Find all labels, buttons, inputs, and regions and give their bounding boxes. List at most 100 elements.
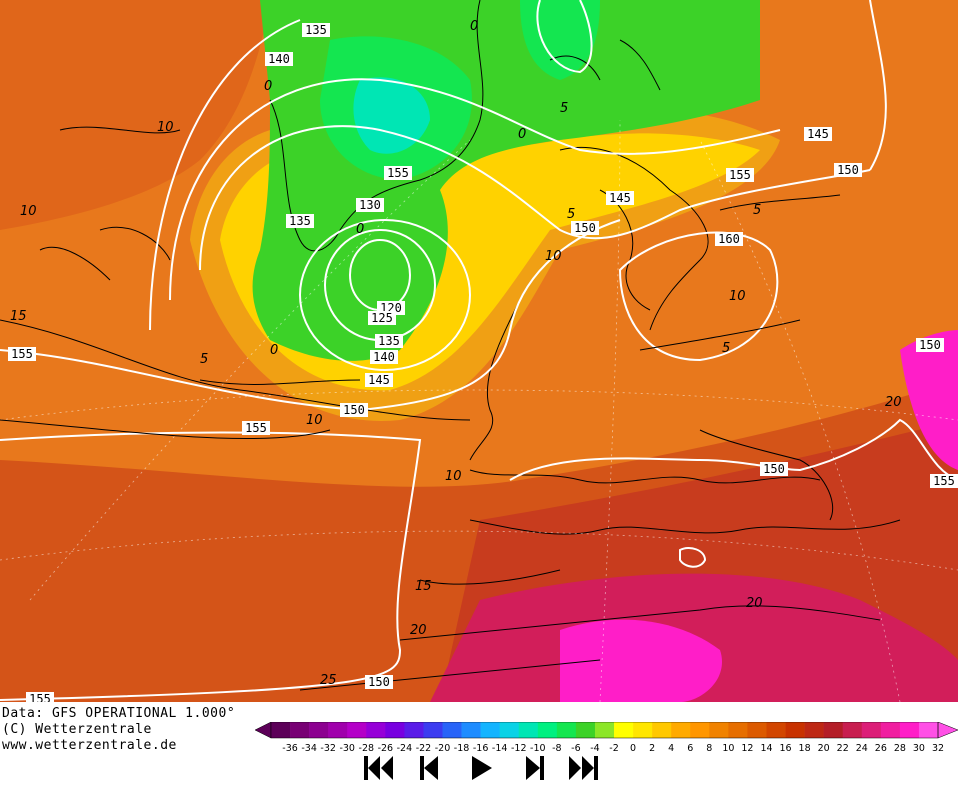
colorbar-tick-label: 28 [894,743,906,754]
temperature-label: 5 [722,341,730,356]
svg-text:150: 150 [919,338,941,352]
colorbar-tick-label: 0 [630,743,636,754]
height-label: 140 [265,52,293,66]
temperature-label: 10 [306,413,323,428]
colorbar-tick-label: 30 [913,743,925,754]
colorbar-cell [766,722,786,738]
height-label: 150 [365,675,393,689]
colorbar-cell [690,722,710,738]
colorbar-tick-label: -4 [590,743,599,754]
colorbar-cell [918,722,939,738]
temperature-label: 0 [264,79,272,94]
colorbar-tick-label: -16 [473,743,489,754]
first-frame-button[interactable] [362,752,396,784]
previous-frame-button[interactable] [418,752,442,784]
colorbar-max-arrow [937,722,958,739]
svg-text:140: 140 [268,52,290,66]
svg-text:145: 145 [609,191,631,205]
colorbar-cell [385,722,405,738]
colorbar-tick-label: -24 [397,743,413,754]
colorbar-cell [290,722,310,738]
height-label: 135 [375,334,403,348]
height-label: 150 [760,462,788,476]
colorbar-tick-label: 20 [818,743,830,754]
play-button[interactable] [468,752,494,784]
colorbar-tick-label: -12 [511,743,527,754]
height-label: 155 [242,421,270,435]
height-label: 135 [286,214,314,228]
colorbar-tick-label: -36 [282,743,298,754]
svg-text:135: 135 [305,23,327,37]
next-frame-button[interactable] [522,752,546,784]
weather-map: 1351401351301201251351401451501551551451… [0,0,958,702]
temperature-label: 5 [753,203,761,218]
height-contours [0,0,958,701]
colorbar-tick-label: 32 [932,743,944,754]
temperature-contours [0,126,881,691]
temperature-label: 0 [270,343,278,358]
svg-text:155: 155 [729,168,751,182]
skip-forward-icon [569,756,598,780]
colorbar-tick-label: 22 [837,743,849,754]
height-label: 150 [571,221,599,235]
colorbar-cell [271,722,291,738]
temperature-label: 10 [20,204,37,219]
colorbar-min-arrow [255,722,272,739]
colorbar-tick-label: -10 [530,743,546,754]
extreme-heat-east [900,330,958,470]
temperature-colorbar: -36 -34 -32 -30 -28 -26 -24 -22 -20 -18 -16 -14 -12-… [255,722,958,754]
colorbar-cell [823,722,844,738]
last-frame-button[interactable] [566,752,600,784]
colorbar-tick-label: -2 [609,743,618,754]
colorbar-tick-label: 2 [649,743,655,754]
height-label: 145 [606,191,634,205]
colorbar-tick-label: 8 [706,743,712,754]
svg-text:155: 155 [933,474,955,488]
cold-pocket-north [520,0,600,80]
svg-text:135: 135 [378,334,400,348]
colorbar-cell [671,722,691,738]
temperature-label: 0 [518,127,526,142]
height-label: 145 [804,127,832,141]
colorbar-tick-label: -30 [339,743,355,754]
colorbar-tick-label: 24 [856,743,868,754]
colorbar-cell [347,722,367,738]
colorbar-cell [518,722,539,738]
colorbar-tick-label: -26 [378,743,394,754]
colorbar-tick-label: 6 [687,743,693,754]
temperature-label: 20 [410,623,427,638]
colorbar-cell [461,722,481,738]
colorbar-tick-label: 10 [722,743,734,754]
svg-text:160: 160 [718,232,740,246]
colorbar-tick-label: -22 [416,743,432,754]
colorbar-cell [747,722,767,738]
height-label: 150 [916,338,944,352]
svg-text:130: 130 [359,198,381,212]
coldest-core [353,77,430,154]
height-label: 145 [365,373,393,387]
colorbar-cell [899,722,920,738]
colorbar-cell [404,722,424,738]
height-label: 155 [384,166,412,180]
website-text: www.wetterzentrale.de [2,738,177,753]
temperature-label: 20 [885,395,902,410]
colorbar-tick-label: -28 [359,743,375,754]
svg-text:145: 145 [368,373,390,387]
temperature-label: 10 [157,120,174,135]
colorbar-tick-label: -20 [435,743,451,754]
height-label: 140 [370,350,398,364]
colorbar-cell [728,722,748,738]
colorbar-cell [804,722,824,738]
colorbar-tick-label: 18 [799,743,811,754]
svg-text:150: 150 [343,403,365,417]
colorbar-tick-label: 14 [760,743,772,754]
colorbar-tick-label: 4 [668,743,674,754]
colorbar-cell [880,722,901,738]
temperature-label: 5 [567,207,575,222]
svg-text:150: 150 [574,221,596,235]
colorbar-cell [633,722,653,738]
colorbar-cell [614,722,634,738]
colorbar-cell [366,722,386,738]
height-label-group: 1351401351301201251351401451501551551451… [8,23,958,702]
